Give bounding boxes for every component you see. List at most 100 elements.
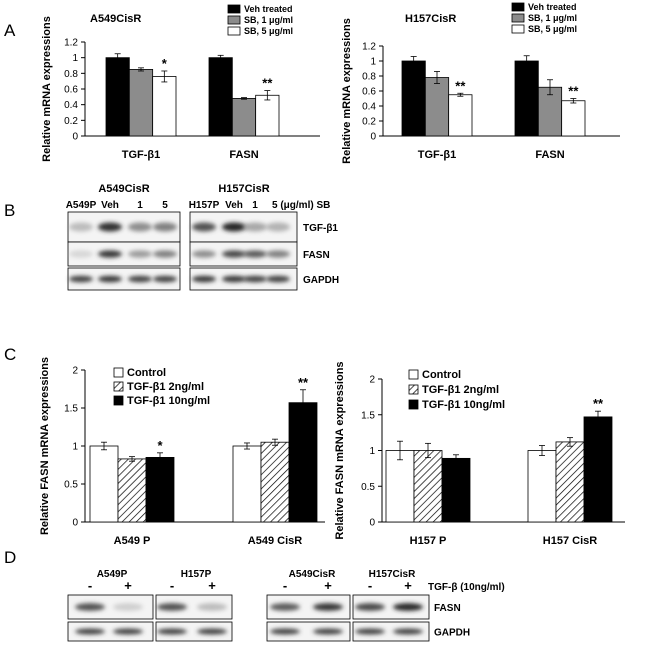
blot-group-title: A549CisR [98, 183, 149, 195]
y-tick-label: 1 [72, 53, 78, 64]
significance-marker: ** [455, 78, 466, 93]
y-tick-label: 0.8 [64, 69, 78, 80]
y-tick-label: 1.2 [362, 42, 376, 53]
y-axis-label: Relative mRNA expressions [41, 16, 53, 162]
x-category-label: A549 CisR [248, 535, 302, 547]
blot-band [197, 628, 227, 635]
bar-fasn-series-0 [208, 57, 233, 137]
bar-tgf-1-series-1 [128, 69, 154, 137]
blot-band [157, 603, 187, 611]
blot-strip [67, 267, 181, 291]
y-tick-label: 0.5 [361, 482, 375, 493]
blot-band [98, 222, 122, 232]
blot-band [222, 222, 246, 232]
significance-marker: ** [262, 76, 273, 91]
y-axis-label: Relative mRNA expressions [341, 18, 353, 164]
blot-treatment-sign: - [88, 578, 92, 593]
blot-row-label: FASN [434, 603, 461, 614]
blot-band [313, 603, 343, 611]
blot-group-title: H157P [181, 569, 212, 580]
blot-lane-label: 1 [252, 200, 258, 211]
legend-label: Control [127, 367, 166, 379]
legend-swatch [408, 399, 419, 410]
legend-label: SB, 5 μg/ml [528, 24, 577, 34]
bar-tgf-1-series-2 [152, 76, 177, 137]
blot-band [128, 250, 152, 258]
y-tick-label: 0 [369, 518, 375, 529]
y-tick-label: 0 [370, 132, 376, 143]
panel-label-c: C [4, 345, 16, 364]
x-category-label: TGF-β1 [418, 149, 457, 161]
legend-swatch [227, 26, 241, 36]
y-tick-label: 1 [370, 57, 376, 68]
bar-h157-cisr-series-2 [583, 416, 613, 523]
blot-treatment-sign: - [368, 578, 372, 593]
bar-a549-cisr-series-1 [260, 441, 290, 523]
x-category-label: H157 CisR [543, 535, 597, 547]
legend-label: Veh treated [244, 4, 293, 14]
significance-marker: ** [298, 375, 309, 390]
blot-band [192, 250, 216, 258]
legend-swatch [113, 381, 124, 392]
legend-label: SB, 1 μg/ml [244, 15, 293, 25]
legend-label: TGF-β1 10ng/ml [422, 399, 505, 411]
significance-marker: ** [593, 396, 604, 411]
blot-band [243, 222, 267, 232]
blot-row-label: GAPDH [434, 628, 470, 639]
blot-band [355, 628, 385, 635]
y-tick-label: 1 [369, 446, 375, 457]
blot-row-label: TGF-β1 [303, 223, 338, 234]
bar-fasn-series-2 [561, 100, 586, 137]
legend-swatch [113, 395, 124, 406]
bar-a549-cisr-series-0 [232, 445, 262, 523]
blot-band [222, 250, 246, 258]
legend-label: TGF-β1 2ng/ml [422, 384, 499, 396]
y-tick-label: 1.2 [64, 38, 78, 49]
bar-a549-p-series-0 [89, 445, 119, 523]
blot-band [266, 275, 290, 283]
blot-group-title: A549P [97, 569, 128, 580]
blot-band [192, 222, 216, 232]
x-category-label: FASN [535, 149, 564, 161]
significance-marker: * [157, 438, 163, 453]
blot-treatment-sign: - [170, 578, 174, 593]
legend-swatch [113, 367, 124, 378]
panel-label-a: A [4, 21, 16, 40]
blot-band [113, 603, 143, 611]
y-axis-label: Relative FASN mRNA expressions [334, 361, 346, 539]
legend-label: SB, 1 μg/ml [528, 13, 577, 23]
blot-strip [352, 621, 430, 642]
legend-swatch [227, 4, 241, 14]
x-category-label: H157 P [410, 535, 447, 547]
bar-a549-p-series-1 [117, 458, 147, 523]
panel-label-b: B [4, 201, 15, 220]
significance-marker: * [162, 56, 168, 71]
y-tick-label: 2 [72, 366, 78, 377]
bar-fasn-series-1 [231, 98, 257, 137]
y-tick-label: 1.5 [64, 404, 78, 415]
blot-lane-label: 5 [162, 200, 168, 211]
blot-band [69, 275, 93, 283]
blot-band [128, 222, 152, 232]
blot-band [75, 628, 105, 635]
blot-band [98, 275, 122, 283]
blot-group-title: A549CisR [289, 569, 336, 580]
blot-band [222, 275, 246, 283]
legend-swatch [511, 2, 525, 12]
panel-label-d: D [4, 548, 16, 567]
blot-band [393, 603, 423, 611]
western-blot-b: A549CisR H157CisR A549P Veh 1 5 H157P Veh 1 5 (μg… [66, 183, 339, 291]
blot-treatment-sign: + [124, 578, 132, 593]
y-tick-label: 0 [72, 132, 78, 143]
blot-band [197, 603, 227, 611]
blot-strip [155, 621, 233, 642]
y-tick-label: 1.5 [361, 410, 375, 421]
y-axis-label: Relative FASN mRNA expressions [39, 357, 51, 535]
bar-tgf-1-series-0 [105, 57, 130, 137]
blot-band [355, 603, 385, 611]
blot-band [153, 222, 177, 232]
bar-h157-p-series-0 [385, 450, 415, 523]
blot-treatment-sign: + [404, 578, 412, 593]
blot-band [243, 250, 267, 258]
blot-band [157, 628, 187, 635]
